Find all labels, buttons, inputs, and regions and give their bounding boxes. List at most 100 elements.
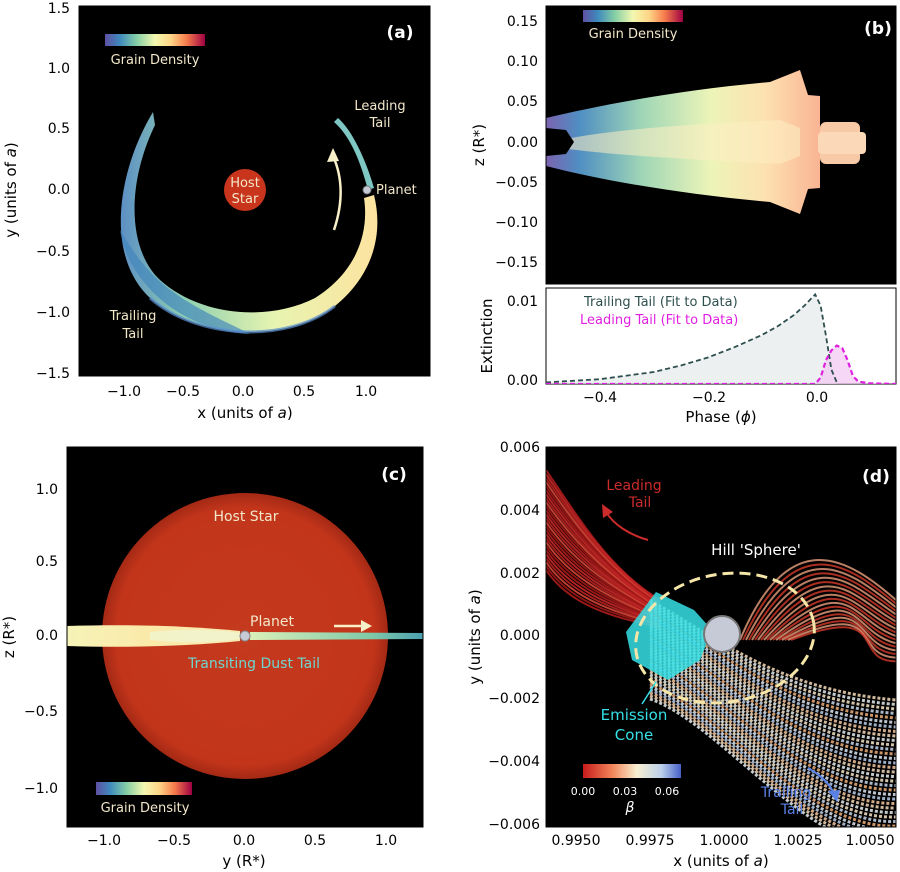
upper-streamline (757, 585, 896, 641)
dust-cloud-right-lobe-core (818, 132, 866, 154)
panel-c-y-axis-label: z (R*) (0, 616, 18, 658)
planet-marker (362, 185, 372, 195)
x-tick-label: 0.0 (806, 390, 828, 406)
panel-b-bottom-plot: Trailing Tail (Fit to Data) Leading Tail… (546, 292, 896, 384)
beta-tick-label: 0.06 (655, 785, 680, 798)
panel-a-frame (78, 5, 431, 377)
leading-tail-label-line1: Leading (354, 99, 405, 114)
panel-d-letter: (d) (862, 467, 890, 487)
dust-ring-arc (120, 112, 378, 332)
panel-c-xticks: −1.0 −0.5 0.0 0.5 1.0 (87, 833, 397, 849)
trailing-streamline (649, 658, 896, 792)
trailing-streamline (649, 691, 845, 827)
planet-marker (703, 615, 741, 653)
trailing-streamline (649, 667, 896, 806)
trailing-streamline (649, 670, 896, 810)
leading-tail-fit-line (546, 344, 896, 384)
upper-streamline (748, 572, 896, 641)
panel-a-letter: (a) (386, 23, 413, 43)
leading-streamline (546, 477, 661, 604)
trailing-tail-label-line2: Tail (780, 802, 804, 818)
panel-a: Host Star Planet Leading Tail Trailing T… (2, 1, 431, 422)
panel-b-xticks: −0.4 −0.2 0.0 (583, 390, 828, 406)
upper-streamline (778, 613, 896, 648)
leading-tail-label-line2: Tail (369, 116, 391, 131)
panel-d-plot: Hill 'Sphere' Leading Tail Emission Cone… (546, 467, 896, 827)
trailing-tail-fit-line (546, 292, 838, 384)
panel-b-bottom-y-axis-label: Extinction (478, 299, 496, 374)
host-star-label-line2: Star (232, 192, 259, 207)
y-tick-label: 1.0 (36, 482, 58, 498)
planet-marker (239, 630, 251, 642)
dust-tail-left-shading (150, 629, 240, 643)
y-tick-label: 0.0 (48, 182, 70, 198)
ring-outer-edge (149, 296, 336, 334)
leading-tail-arrow (605, 511, 649, 541)
x-tick-label: 1.0025 (774, 833, 823, 849)
emission-cone-label-line1: Emission (601, 706, 668, 724)
trailing-tail-label-line1: Trailing (109, 309, 157, 324)
y-tick-label: 0.01 (507, 294, 538, 310)
upper-streamline (739, 559, 896, 641)
panel-a-plot: Host Star Planet Leading Tail Trailing T… (105, 23, 417, 342)
upper-streamline (760, 589, 896, 641)
y-tick-label: 0.002 (500, 566, 540, 582)
emission-cone (626, 592, 712, 680)
panel-c-x-axis-label: y (R*) (222, 852, 265, 870)
leading-streamline (546, 485, 661, 606)
trailing-streamline (649, 673, 896, 815)
leading-streamline (546, 469, 661, 601)
trailing-streamline (649, 664, 896, 801)
y-tick-label: −0.002 (488, 691, 540, 707)
grain-density-colorbar (96, 782, 192, 795)
trailing-tail-label-line1: Trailing (760, 785, 811, 801)
motion-arrowhead (361, 620, 372, 632)
upper-streamline (769, 601, 896, 641)
y-tick-label: 0.00 (507, 135, 538, 151)
planet-label: Planet (376, 183, 417, 198)
leading-streamline (546, 473, 661, 603)
panel-d-yticks: 0.006 0.004 0.002 0.000 −0.002 −0.004 −0… (488, 440, 540, 833)
panel-b: Grain Density (b) Trailing Tail (Fit to … (470, 5, 897, 426)
y-tick-label: −0.006 (488, 817, 540, 833)
upper-streamline (754, 581, 896, 641)
y-tick-label: −1.0 (36, 305, 70, 321)
panel-b-bottom-yticks: 0.01 0.00 (507, 294, 538, 389)
panel-c-letter: (c) (381, 465, 407, 485)
upper-streamline (766, 597, 896, 641)
upper-streamline (790, 626, 896, 663)
trailing-streamline (649, 694, 836, 827)
y-tick-label: −0.10 (495, 215, 538, 231)
panel-d-xticks: 0.9950 0.9975 1.0000 1.0025 1.0050 (552, 833, 895, 849)
leading-tail-streamlines (546, 469, 896, 663)
y-tick-label: 0.006 (500, 440, 540, 456)
orbit-direction-arrow (331, 155, 342, 231)
leading-streamline (546, 497, 661, 610)
panel-a-x-axis-label: x (units of a) (197, 404, 292, 422)
trailing-tail-fill (546, 294, 837, 384)
x-tick-label: −0.4 (583, 390, 617, 406)
leading-streamline (546, 493, 661, 609)
upper-streamline (751, 576, 896, 641)
transiting-dust-tail-label: Transiting Dust Tail (187, 656, 320, 672)
panel-b-top-yticks: 0.15 0.10 0.05 0.00 −0.05 −0.10 −0.15 (495, 14, 538, 271)
upper-streamline (775, 609, 896, 645)
beta-tick-label: 0.00 (571, 785, 596, 798)
x-tick-label: −0.5 (166, 384, 200, 400)
emission-cone-label-line2: Cone (615, 726, 653, 744)
leading-tail-arrowhead (602, 504, 613, 518)
host-star-label-line1: Host (230, 176, 260, 191)
planet-label: Planet (250, 614, 294, 630)
y-tick-label: 0.05 (507, 94, 538, 110)
x-tick-label: 1.0050 (846, 833, 895, 849)
ring-inner-shading (120, 230, 250, 334)
leading-tail-fill (546, 345, 896, 384)
y-tick-label: 0.000 (500, 628, 540, 644)
trailing-tail-label-line2: Tail (122, 327, 144, 342)
trailing-streamline (649, 685, 873, 827)
hill-sphere-label: Hill 'Sphere' (711, 541, 801, 559)
legend-trailing-tail: Trailing Tail (Fit to Data) (583, 295, 738, 310)
panel-b-top-y-axis-label: z (R*) (470, 124, 488, 166)
trailing-streamline (649, 661, 896, 797)
